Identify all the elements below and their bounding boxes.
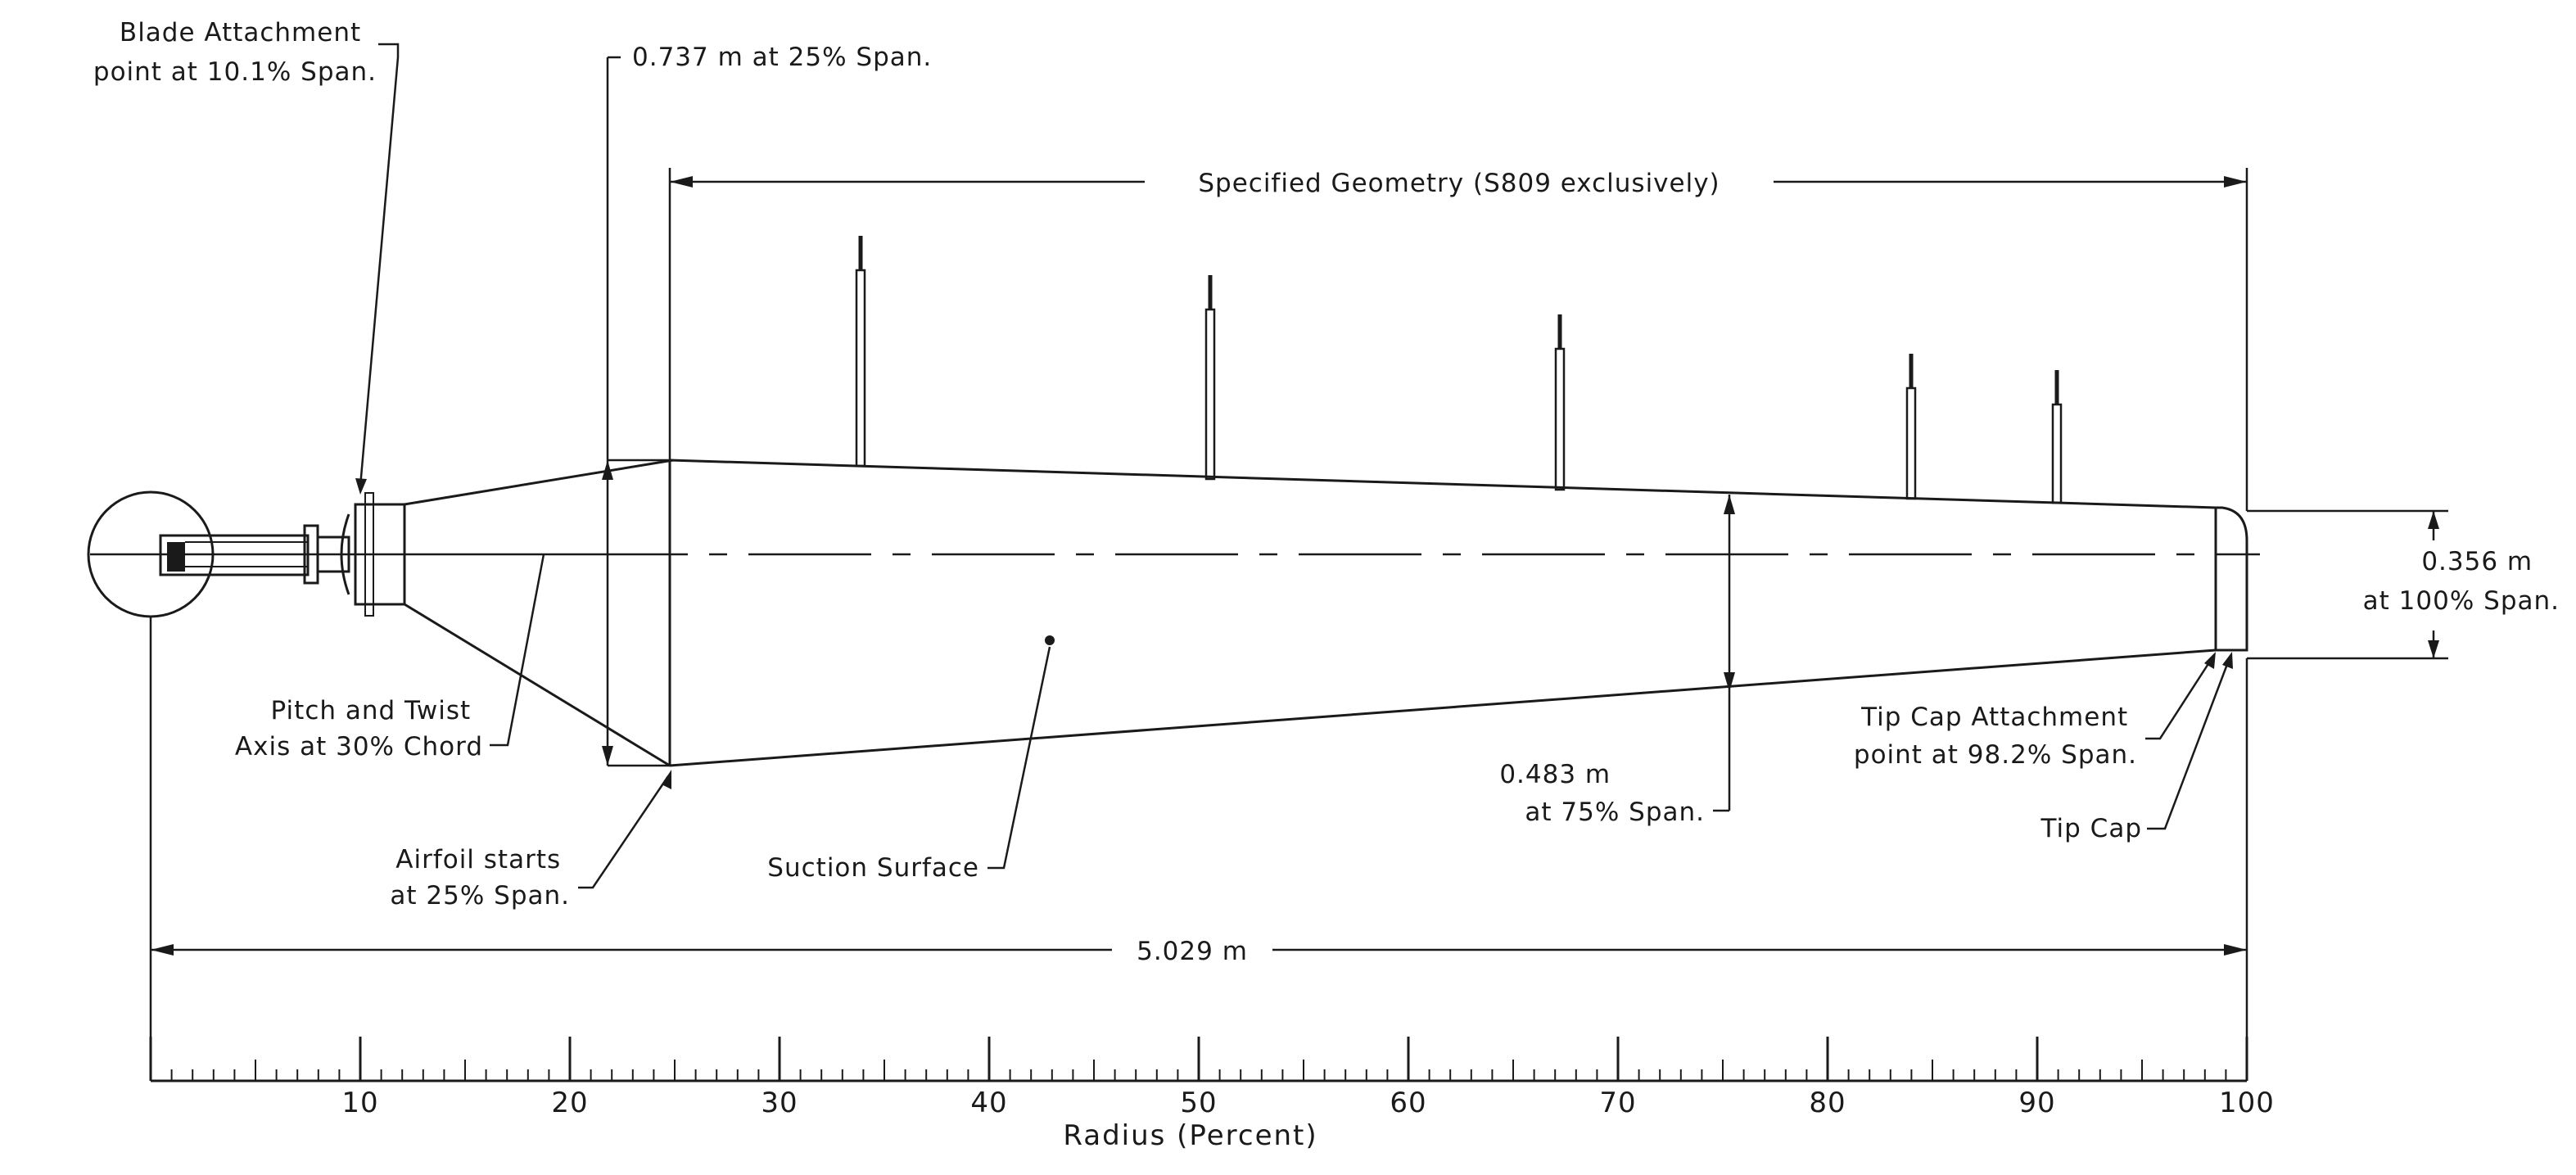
tick-label: 20 [551,1087,588,1119]
probe-5 [2051,370,2063,504]
probe-1 [855,236,866,468]
chord-25-label: 0.737 m at 25% Span. [632,43,932,72]
chord-100-label: 0.356 m at 100% Span. [2363,547,2560,616]
pitch-twist-line-1: Pitch and Twist [271,696,472,725]
tick-label: 100 [2219,1087,2275,1119]
tick-label: 40 [970,1087,1007,1119]
radius-axis-title: Radius (Percent) [1063,1119,1317,1152]
chord-100-line-1: 0.356 m [2421,547,2533,576]
probe-3 [1554,314,1566,491]
radius-axis-tick-labels: 10 20 30 40 50 60 70 80 90 100 [341,1087,2275,1119]
chord-100-line-2: at 100% Span. [2363,586,2560,616]
suction-surface-marker [1045,635,1055,645]
tick-label: 10 [341,1087,378,1119]
tick-label: 90 [2018,1087,2055,1119]
blade-attachment-line-2: point at 10.1% Span. [93,57,377,87]
suction-surface-label: Suction Surface [767,853,979,883]
specified-geometry-label: Specified Geometry (S809 exclusively) [1198,169,1720,198]
airfoil-starts-line-2: at 25% Span. [390,881,570,911]
annotations: Blade Attachment point at 10.1% Span. 0.… [93,18,2560,966]
tick-label: 60 [1390,1087,1426,1119]
tip-cap-label: Tip Cap [2040,814,2142,843]
leading-edge [669,459,2217,509]
tip-cap-attachment-line-1: Tip Cap Attachment [1860,703,2128,732]
tick-label: 30 [761,1087,798,1119]
radius-axis-ticks [149,1037,2248,1081]
probe-4 [1905,354,1917,500]
probe-2 [1204,275,1216,481]
radius-axis: 10 20 30 40 50 60 70 80 90 100 Radius (Percent) [149,1037,2275,1152]
tip-cap-attachment-label: Tip Cap Attachment point at 98.2% Span. [1854,703,2137,770]
dimension-lines [149,56,2448,1081]
pitch-twist-label: Pitch and Twist Axis at 30% Chord [235,696,483,761]
root-fitting-block [167,542,185,572]
blade-attachment-line-1: Blade Attachment [120,18,361,47]
blade-attachment-label: Blade Attachment point at 10.1% Span. [93,18,377,87]
tip-cap-attachment-line-2: point at 98.2% Span. [1854,740,2137,770]
pressure-probes [855,236,2063,504]
leader-lines [355,43,2233,889]
trailing-edge [669,649,2217,767]
pitch-twist-line-2: Axis at 30% Chord [235,732,483,761]
tick-label: 80 [1809,1087,1846,1119]
airfoil-starts-line-1: Airfoil starts [395,845,561,874]
tick-label: 50 [1180,1087,1217,1119]
chord-75-line-2: at 75% Span. [1525,798,1705,827]
tick-label: 70 [1599,1087,1636,1119]
blade-planform [668,459,2248,767]
root-transition [404,459,674,767]
chord-75-line-1: 0.483 m [1499,760,1611,789]
airfoil-starts-label: Airfoil starts at 25% Span. [390,845,570,911]
tip-cap [2216,506,2248,652]
span-length-label: 5.029 m [1137,937,1248,966]
chord-75-label: 0.483 m at 75% Span. [1499,760,1705,827]
